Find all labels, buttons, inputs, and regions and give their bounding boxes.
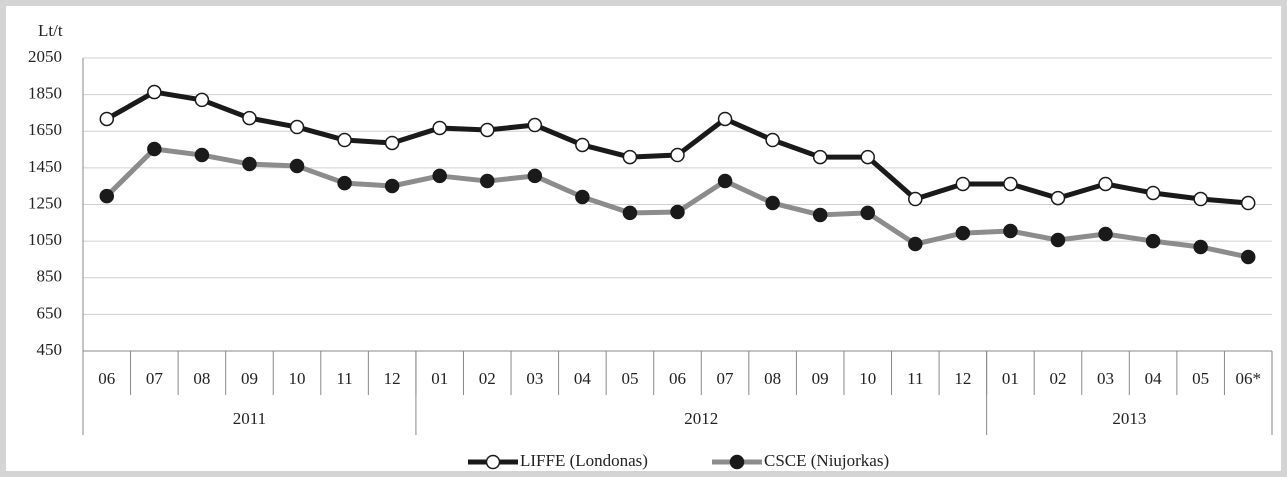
data-point [955, 176, 971, 192]
x-group-label: 2012 [684, 409, 718, 428]
y-tick-label: 1250 [28, 193, 62, 212]
data-point [717, 173, 733, 189]
x-tick-label: 09 [812, 369, 829, 388]
data-point [812, 149, 828, 165]
y-unit: Lt/t [38, 21, 63, 40]
x-tick-label: 11 [336, 369, 352, 388]
data-point [1145, 233, 1161, 249]
data-point [765, 195, 780, 211]
data-point [1193, 239, 1208, 255]
x-tick-label: 08 [764, 369, 781, 388]
x-tick-label: 07 [146, 369, 164, 388]
data-point [242, 156, 257, 172]
x-tick-label: 01 [1002, 369, 1019, 388]
y-tick-label: 2050 [28, 47, 62, 66]
x-tick-label: 01 [431, 369, 448, 388]
x-group-label: 2011 [233, 409, 266, 428]
legend-marker [485, 454, 501, 470]
data-point [147, 141, 162, 157]
x-tick-label: 06* [1235, 369, 1261, 388]
data-point [194, 92, 210, 108]
y-tick-label: 450 [37, 340, 63, 359]
data-point [1193, 191, 1208, 207]
data-point [670, 204, 685, 220]
x-tick-label: 07 [717, 369, 735, 388]
data-point [384, 135, 400, 151]
data-point [527, 168, 543, 184]
x-tick-label: 03 [526, 369, 543, 388]
y-tick-label: 1450 [28, 157, 62, 176]
x-tick-label: 09 [241, 369, 258, 388]
data-point [575, 137, 590, 153]
data-point [717, 111, 733, 127]
data-point [860, 205, 875, 221]
data-point [337, 175, 352, 191]
data-point [1145, 185, 1161, 201]
data-point [1098, 226, 1113, 242]
legend-label: CSCE (Niujorkas) [764, 451, 889, 470]
data-point [955, 225, 971, 241]
data-point [480, 122, 495, 138]
x-group-label: 2013 [1112, 409, 1146, 428]
y-tick-label: 1650 [28, 120, 62, 139]
data-point [622, 149, 638, 165]
data-point [384, 178, 400, 194]
data-point [1098, 176, 1113, 192]
data-point [1240, 195, 1256, 211]
x-tick-label: 06 [98, 369, 115, 388]
x-tick-label: 02 [1049, 369, 1066, 388]
x-tick-label: 05 [1192, 369, 1209, 388]
data-point [1240, 249, 1256, 265]
data-point [289, 158, 305, 174]
data-point [432, 168, 447, 184]
data-point [812, 207, 828, 223]
y-tick-label: 650 [37, 303, 63, 322]
x-tick-label: 04 [574, 369, 592, 388]
data-point [765, 132, 780, 148]
data-point [527, 117, 543, 133]
data-point [289, 119, 305, 135]
x-tick-label: 08 [193, 369, 210, 388]
data-point [622, 205, 638, 221]
data-point [242, 110, 257, 126]
data-point [337, 132, 352, 148]
x-tick-label: 11 [907, 369, 923, 388]
data-point [1050, 232, 1066, 248]
data-point [670, 147, 685, 163]
x-tick-label: 10 [859, 369, 876, 388]
data-point [1003, 223, 1018, 239]
x-tick-label: 04 [1145, 369, 1163, 388]
data-point [99, 111, 115, 127]
x-tick-label: 12 [954, 369, 971, 388]
data-point [1050, 190, 1066, 206]
data-point [908, 236, 923, 252]
data-point [1003, 176, 1018, 192]
legend-label: LIFFE (Londonas) [520, 451, 648, 470]
x-tick-label: 06 [669, 369, 686, 388]
data-point [480, 173, 495, 189]
data-point [194, 147, 210, 163]
data-point [860, 149, 875, 165]
x-tick-label: 10 [289, 369, 306, 388]
y-tick-label: 1850 [28, 84, 62, 103]
data-point [575, 189, 590, 205]
data-point [432, 120, 447, 136]
x-tick-label: 02 [479, 369, 496, 388]
y-tick-label: 850 [37, 267, 63, 286]
x-tick-label: 05 [621, 369, 638, 388]
x-tick-label: 12 [384, 369, 401, 388]
y-tick-label: 1050 [28, 230, 62, 249]
legend-marker [729, 454, 745, 470]
data-point [908, 191, 923, 207]
data-point [147, 84, 162, 100]
data-point [99, 188, 115, 204]
x-tick-label: 03 [1097, 369, 1114, 388]
